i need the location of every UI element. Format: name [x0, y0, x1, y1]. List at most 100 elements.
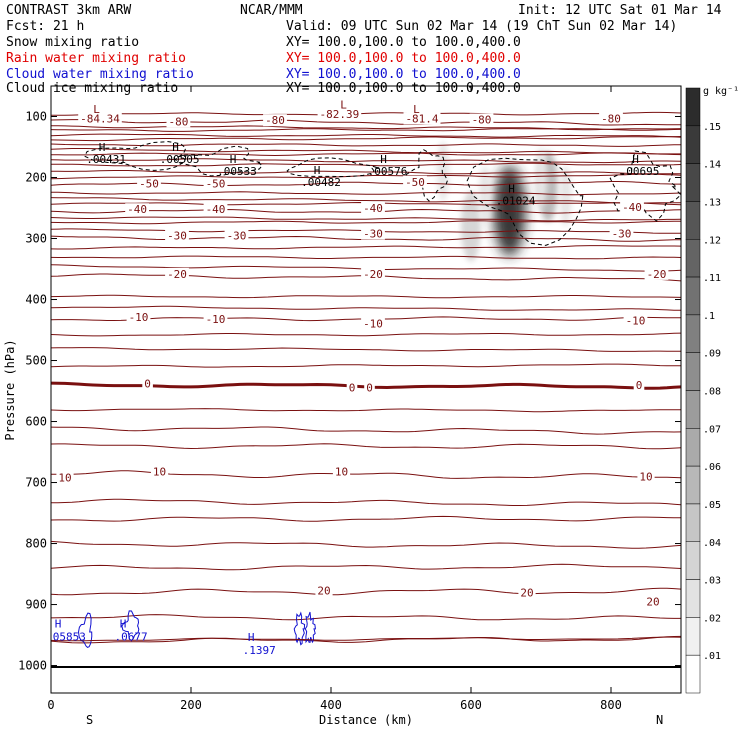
- valid-time: Valid: 09 UTC Sun 02 Mar 14 (19 ChT Sun …: [286, 19, 677, 34]
- plot-frame: [50, 85, 682, 694]
- high-marker-value: .00482: [301, 176, 341, 189]
- colorbar-swatch: [685, 654, 701, 694]
- contour-extreme-label: -82.39: [320, 108, 360, 121]
- contour-line: [51, 133, 681, 138]
- contour-label: -30: [612, 228, 632, 241]
- contour-label-bg: [224, 229, 249, 242]
- field-xy-rain: XY= 100.0,100.0 to 100.0,400.0: [286, 51, 521, 66]
- colorbar-tick-label: .07: [703, 424, 721, 435]
- x-tick-label: 200: [180, 698, 202, 712]
- contour-label-bg: [203, 313, 228, 326]
- high-marker-value: .00533: [217, 165, 257, 178]
- high-marker: H: [632, 153, 639, 166]
- contour-label: 10: [639, 470, 652, 483]
- shading-max-2: [461, 191, 481, 262]
- colorbar-swatch: [685, 465, 701, 505]
- contour-line: [51, 408, 681, 413]
- shading-streak-2: [559, 165, 572, 226]
- contour-line: [51, 158, 681, 164]
- x-tick-label: 800: [600, 698, 622, 712]
- colorbar-swatch: [685, 163, 701, 202]
- colorbar: .01 .02 .03 .04 .05 .06 .07 .08 .09 .1 .11 .12 .13 .1…: [685, 87, 721, 694]
- contour-label: 0: [144, 378, 151, 391]
- contour-label-bg: [623, 314, 648, 327]
- contour-label-bg: [644, 267, 669, 280]
- high-marker: H: [380, 153, 387, 166]
- contour-line: [51, 191, 681, 196]
- y-tick-label: 200: [25, 171, 47, 185]
- high-marker: H: [230, 153, 237, 166]
- init-time: Init: 12 UTC Sat 01 Mar 14: [518, 3, 722, 18]
- y-tick-label: 900: [25, 598, 47, 612]
- contour-line: [51, 498, 681, 506]
- colorbar-tick-label: .06: [703, 462, 721, 473]
- colorbar-swatch: [685, 390, 701, 429]
- contour--80: [51, 119, 681, 126]
- x-tick-label: 400: [320, 698, 342, 712]
- contour-label: -80: [265, 114, 285, 127]
- contour-line: [51, 515, 681, 522]
- contour-label-bg: [609, 227, 634, 240]
- cloud-water-high-marker: H: [248, 631, 255, 644]
- colorbar-swatch: [685, 428, 701, 467]
- high-marker: H: [508, 182, 515, 195]
- contour-label-bg: [165, 267, 189, 280]
- contour-label: 10: [58, 472, 71, 485]
- high-marker: H: [172, 141, 179, 154]
- contour-line: [51, 305, 681, 311]
- field-xy-cloud-water: XY= 100.0,100.0 to 100.0,400.0: [286, 67, 521, 82]
- contour-label: -50: [139, 178, 159, 191]
- cloud-water-contour: [77, 612, 93, 648]
- cloud-water-high-marker: H: [120, 618, 127, 631]
- contour-label: -20: [647, 268, 667, 281]
- colorbar-swatch: [685, 617, 701, 656]
- x-tick-label: 600: [460, 698, 482, 712]
- high-marker: H: [314, 164, 321, 177]
- cloud-water-contour: [293, 611, 306, 646]
- field-xy-cloud-ice: XY= 100.0,100.0 to 100.0,400.0: [286, 81, 521, 96]
- contour-line: [51, 347, 681, 352]
- colorbar-tick-label: .12: [703, 235, 721, 246]
- contour-line: [51, 540, 681, 549]
- field-name-rain: Rain water mixing ratio: [6, 51, 186, 66]
- high-marker-value: .01024: [496, 194, 536, 207]
- colorbar-tick-label: .04: [703, 538, 721, 549]
- contour-label: 20: [646, 595, 659, 608]
- y-tick-label: 700: [25, 476, 47, 490]
- cloud-water-high-marker: H: [55, 618, 62, 631]
- contour-line: [51, 255, 681, 260]
- contour-label: 10: [335, 466, 348, 479]
- contour-line: [51, 363, 681, 368]
- contour-line: [51, 216, 681, 222]
- field-name-cloud-ice: Cloud ice mixing ratio: [6, 81, 178, 96]
- low-marker: L: [93, 103, 100, 116]
- contour-label-bg: [56, 471, 74, 484]
- y-tick-label: 300: [25, 232, 47, 246]
- title-left: CONTRAST 3km ARW: [6, 3, 131, 18]
- contour-label-bg: [142, 377, 153, 390]
- field-name-snow: Snow mixing ratio: [6, 35, 139, 50]
- cloud-ice-contour: [286, 157, 380, 178]
- contour-line: [51, 125, 681, 131]
- contour-line: [51, 111, 681, 116]
- contour-label: -50: [405, 176, 425, 189]
- x-axis-title: Distance (km): [319, 713, 413, 727]
- axes: 0 200 400 600 800100200300400500600700800900…: [18, 86, 681, 712]
- field-xy-snow: XY= 100.0,100.0 to 100.0,400.0: [286, 35, 521, 50]
- contour-label: -30: [227, 229, 247, 242]
- contour-line: [51, 426, 681, 435]
- contour-label: 20: [520, 586, 533, 599]
- contour-extreme-label-bg: [78, 112, 122, 125]
- colorbar-tick-label: .11: [703, 273, 721, 284]
- contour-label: -40: [363, 202, 383, 215]
- contour-label: -30: [167, 229, 187, 242]
- colorbar-unit: g kg⁻¹: [703, 86, 739, 97]
- contour-label: 0: [349, 381, 356, 394]
- high-marker-value: .00431: [86, 153, 126, 166]
- temperature-contours: [51, 111, 681, 644]
- contour-label-bg: [633, 378, 645, 391]
- contour-label: -10: [626, 314, 646, 327]
- contour-label: -40: [206, 203, 226, 216]
